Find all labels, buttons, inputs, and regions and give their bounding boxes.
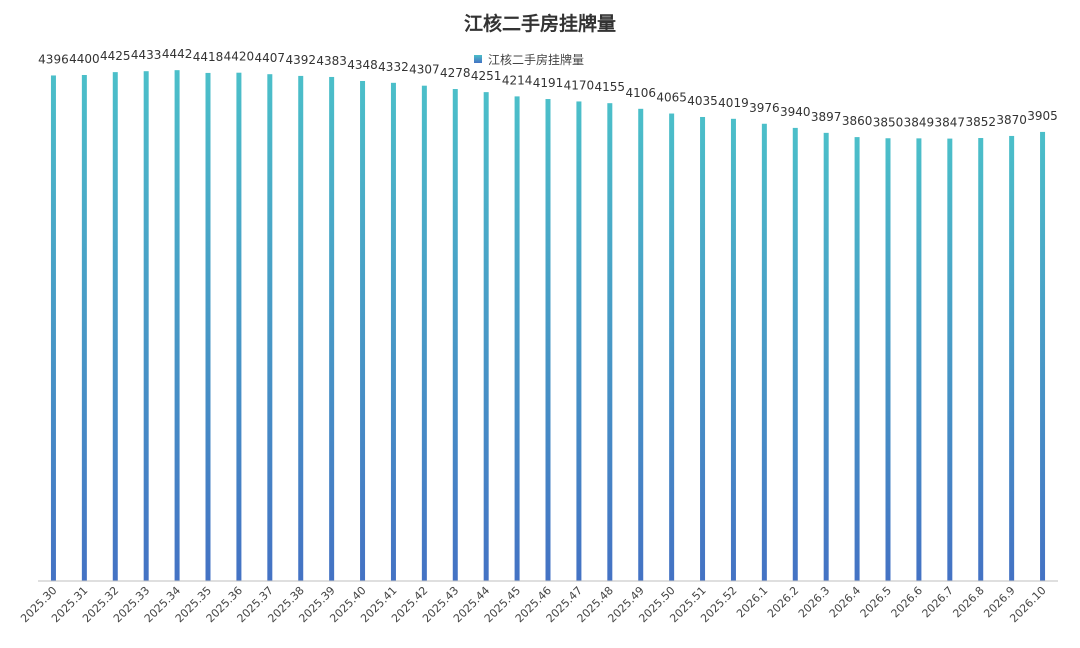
data-label: 3847 <box>935 116 966 130</box>
bar <box>421 85 427 581</box>
bar <box>483 92 489 581</box>
data-label: 3849 <box>904 115 935 129</box>
bar <box>607 103 613 582</box>
data-label: 3905 <box>1027 109 1058 123</box>
chart-title: 江核二手房挂牌量 <box>464 12 616 35</box>
bar <box>638 108 644 581</box>
data-label: 3860 <box>842 114 873 128</box>
data-label: 4251 <box>471 69 502 83</box>
legend-label: 江核二手房挂牌量 <box>488 52 584 67</box>
data-label: 4155 <box>595 80 626 94</box>
x-tick-label: 2026.1 <box>734 584 770 620</box>
bar <box>854 137 860 581</box>
bar <box>792 127 798 582</box>
bar <box>360 80 366 581</box>
data-label: 3976 <box>749 101 780 115</box>
data-label: 3870 <box>996 113 1027 127</box>
data-label: 4065 <box>656 91 687 105</box>
bar <box>514 96 520 581</box>
bar <box>112 72 118 582</box>
data-label: 4420 <box>224 50 255 64</box>
data-label: 3850 <box>873 115 904 129</box>
bar <box>916 138 922 582</box>
x-tick-label: 2026.2 <box>765 584 801 620</box>
x-tick-label: 2026.7 <box>920 584 956 620</box>
bar <box>978 138 984 581</box>
bar <box>329 76 335 582</box>
bar <box>1009 135 1015 581</box>
x-tick-label: 2026.5 <box>858 584 894 620</box>
data-label: 4442 <box>162 47 193 61</box>
bar <box>576 101 582 581</box>
bar <box>298 75 304 582</box>
x-tick-labels-layer: 2025.302025.312025.322025.332025.342025.… <box>18 584 1048 625</box>
bar <box>390 82 396 581</box>
bar <box>669 113 675 581</box>
data-label: 4106 <box>625 86 656 100</box>
bar <box>50 75 56 582</box>
bar <box>174 70 180 582</box>
bar <box>143 71 149 581</box>
data-label: 4348 <box>347 58 378 72</box>
data-label: 4170 <box>564 78 595 92</box>
data-label: 4191 <box>533 76 564 90</box>
bar <box>947 138 953 581</box>
data-label: 4278 <box>440 66 471 80</box>
x-tick-label: 2026.4 <box>827 584 863 620</box>
bar <box>452 89 458 581</box>
bars-layer <box>50 70 1046 582</box>
x-tick-label: 2026.3 <box>796 584 832 620</box>
data-label: 3897 <box>811 110 842 124</box>
data-label: 4307 <box>409 63 440 77</box>
bar <box>730 118 736 581</box>
data-label: 4418 <box>193 50 224 64</box>
bar <box>823 132 829 581</box>
bar <box>236 72 242 581</box>
bar <box>885 138 891 581</box>
bar <box>1040 131 1046 582</box>
data-label: 4392 <box>285 53 316 67</box>
data-label: 3852 <box>965 115 996 129</box>
value-labels-layer: 4396 4400 4425 4433 4442 4418 4420 4407 4392 4383… <box>38 47 1058 129</box>
data-label: 4332 <box>378 60 409 74</box>
data-label: 4035 <box>687 94 718 108</box>
bar <box>545 99 551 581</box>
data-label: 4019 <box>718 96 749 110</box>
bar <box>81 75 87 581</box>
data-label: 4400 <box>69 52 100 66</box>
x-tick-label: 2026.8 <box>950 584 986 620</box>
bar <box>700 116 706 581</box>
data-label: 4214 <box>502 73 533 87</box>
legend: 江核二手房挂牌量 <box>474 52 584 67</box>
legend-swatch <box>474 55 482 63</box>
data-label: 4383 <box>316 54 347 68</box>
data-label: 4396 <box>38 52 69 66</box>
x-tick-label: 2026.6 <box>889 584 925 620</box>
bar <box>205 72 211 582</box>
bar <box>267 74 273 581</box>
data-label: 4433 <box>131 48 162 62</box>
data-label: 3940 <box>780 105 811 119</box>
data-label: 4407 <box>255 51 286 65</box>
bar <box>761 123 767 581</box>
data-label: 4425 <box>100 49 131 63</box>
